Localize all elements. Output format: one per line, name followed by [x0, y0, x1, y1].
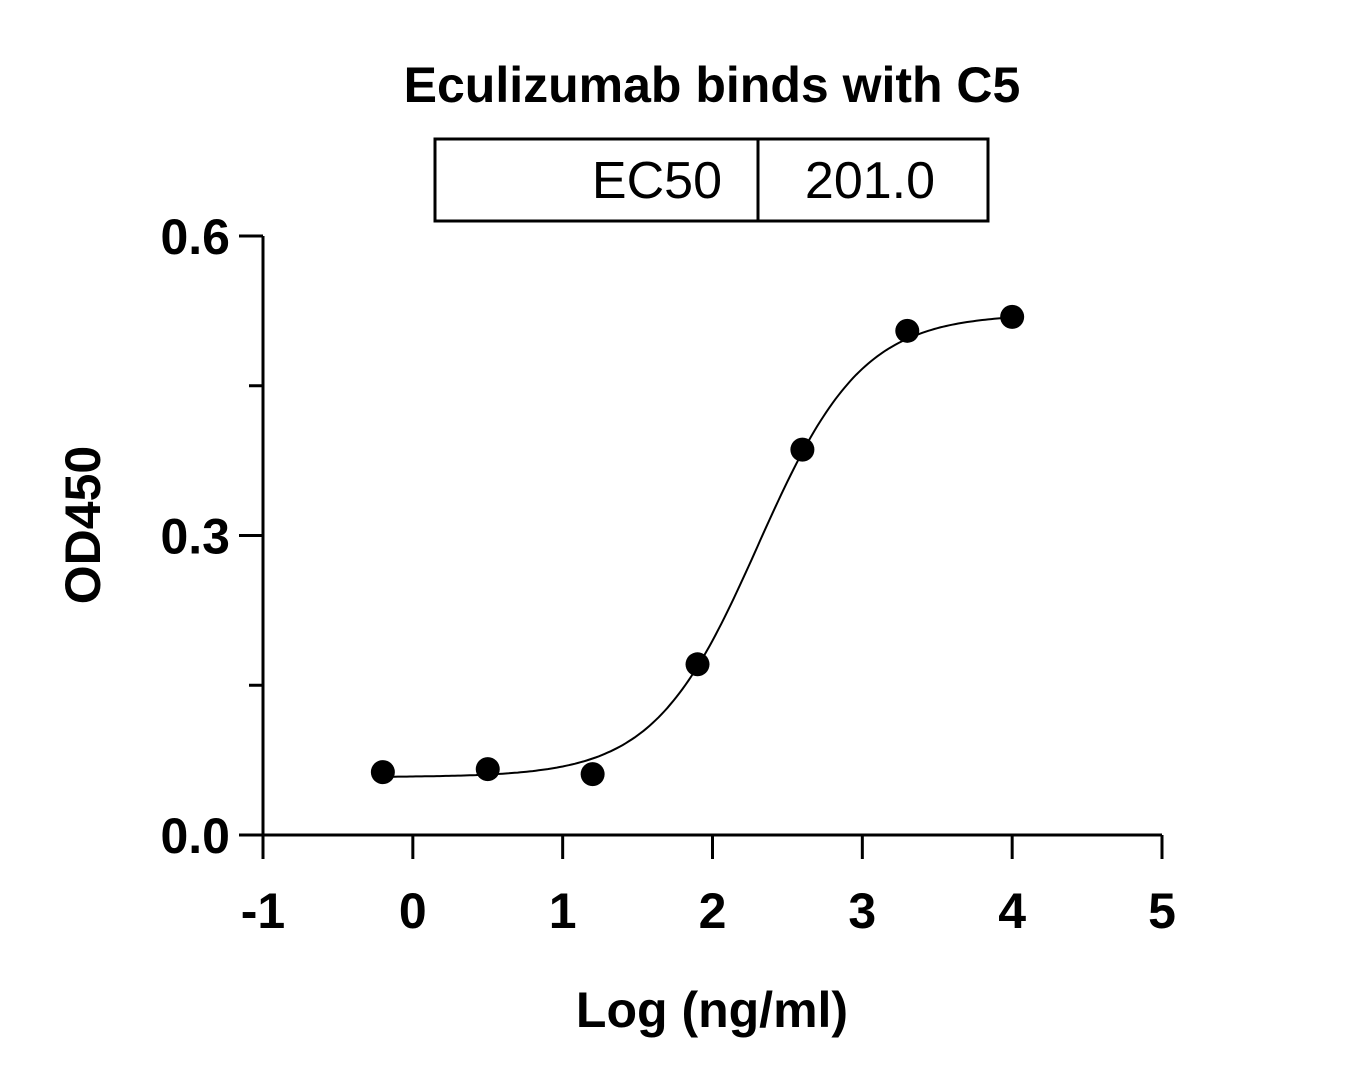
y-axis-label: OD450: [55, 446, 111, 604]
y-tick-label: 0.0: [160, 808, 230, 864]
data-point: [580, 762, 605, 787]
chart-title: Eculizumab binds with C5: [404, 57, 1021, 113]
x-tick-label: 5: [1148, 883, 1176, 939]
data-point: [1000, 304, 1025, 329]
x-tick-label: -1: [241, 883, 285, 939]
data-point: [790, 437, 815, 462]
x-tick-label: 1: [549, 883, 577, 939]
data-point: [475, 757, 500, 782]
y-tick-label: 0.3: [160, 509, 230, 565]
ec50-value: 201.0: [805, 152, 935, 210]
data-point: [895, 318, 920, 343]
ec50-label: EC50: [592, 152, 722, 210]
x-axis-label: Log (ng/ml): [576, 982, 848, 1038]
x-tick-label: 3: [848, 883, 876, 939]
y-tick-label: 0.6: [160, 209, 230, 265]
data-point: [370, 760, 395, 785]
x-tick-label: 0: [399, 883, 427, 939]
ec50-table-border: [433, 137, 990, 223]
ec50-table: EC50 201.0: [433, 137, 990, 223]
x-tick-label: 2: [699, 883, 727, 939]
x-tick-label: 4: [998, 883, 1026, 939]
data-point: [685, 652, 710, 677]
fit-curve: [382, 316, 1013, 778]
